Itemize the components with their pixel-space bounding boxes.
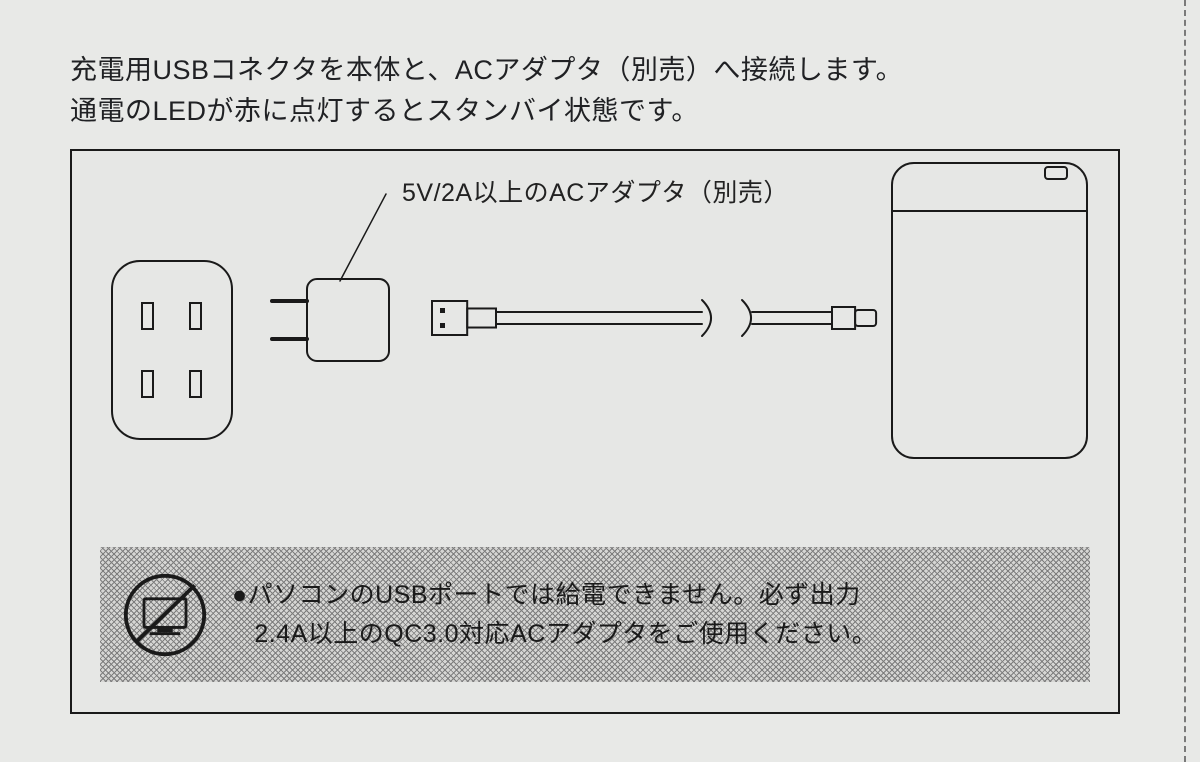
- heading-line-1: 充電用USBコネクタを本体と、ACアダプタ（別売）へ接続します。: [70, 55, 903, 85]
- warning-line-2: 2.4A以上のQC3.0対応ACアダプタをご使用ください。: [254, 620, 877, 648]
- warning-line-1: パソコンのUSBポートでは給電できません。必ず出力: [248, 581, 861, 609]
- warning-bullet: ●: [232, 576, 248, 615]
- manual-page: 充電用USBコネクタを本体と、ACアダプタ（別売）へ接続します。 通電のLEDが…: [0, 0, 1200, 762]
- warning-box: ●パソコンのUSBポートでは給電できません。必ず出力 2.4A以上のQC3.0対…: [100, 547, 1090, 682]
- no-computer-icon: [120, 570, 210, 660]
- heading-line-2: 通電のLEDが赤に点灯するとスタンバイ状態です。: [70, 96, 699, 126]
- instruction-heading: 充電用USBコネクタを本体と、ACアダプタ（別売）へ接続します。 通電のLEDが…: [70, 50, 1130, 131]
- diagram-box: 5V/2A以上のACアダプタ（別売） ●パソコンのUSBポートでは給電できません…: [70, 149, 1120, 714]
- cut-line: [1184, 0, 1186, 762]
- warning-text: ●パソコンのUSBポートでは給電できません。必ず出力 2.4A以上のQC3.0対…: [232, 576, 877, 654]
